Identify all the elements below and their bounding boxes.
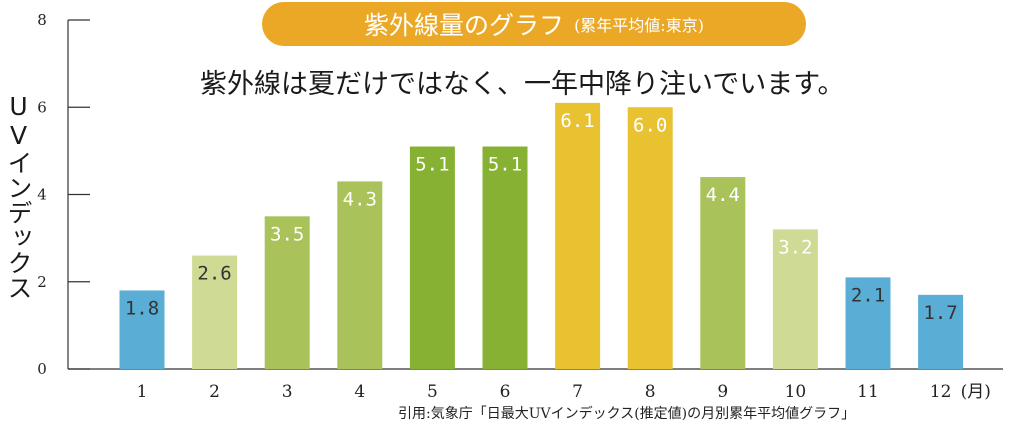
chart-subtitle: 紫外線は夏だけではなく、一年中降り注いでいます。	[200, 69, 845, 100]
y-tick-label: 6	[37, 98, 47, 116]
chart-title-sub: (累年平均値:東京)	[574, 16, 704, 35]
bar-month-4	[337, 181, 383, 369]
bar-value-label: 5.1	[488, 154, 522, 176]
x-tick-label: 7	[572, 382, 583, 402]
x-tick-label: 10	[785, 382, 807, 402]
bar-value-label: 5.1	[415, 154, 449, 176]
bar-month-12	[918, 294, 964, 369]
bar-value-label: 3.5	[270, 223, 304, 245]
bar-month-7	[555, 102, 601, 369]
y-axis-label: UVインデックス	[4, 92, 33, 300]
bar-value-label: 4.3	[343, 188, 377, 210]
y-tick-label: 8	[37, 11, 47, 29]
bar-value-label: 3.2	[778, 236, 812, 258]
bar-month-6	[482, 146, 528, 369]
x-tick-label: 2	[209, 382, 220, 402]
x-tick-label: 9	[717, 382, 728, 402]
x-tick-labels: 1 2 3 4 5 6 7 8 9 10 11 12 (月)	[137, 382, 991, 402]
y-tick-label: 4	[37, 186, 47, 204]
y-tick-label: 0	[37, 360, 47, 378]
source-citation: 引用:気象庁「日最大UVインデックス(推定値)の月別累年平均値グラフ」	[398, 406, 856, 422]
y-tick-labels: 0 2 4 6 8	[37, 11, 90, 378]
bar-month-9	[700, 177, 746, 369]
bar-value-label: 2.6	[197, 263, 231, 285]
x-axis-unit: (月)	[961, 382, 991, 402]
bar-value-label: 1.7	[923, 302, 957, 324]
chart-title: 紫外線量のグラフ	[364, 11, 565, 40]
x-tick-label: 1	[137, 382, 148, 402]
bar-month-11	[845, 277, 891, 369]
bar-month-3	[264, 216, 310, 369]
x-tick-label: 5	[427, 382, 438, 402]
bar-value-label: 6.1	[560, 110, 594, 132]
y-tick-label: 2	[37, 273, 47, 291]
bar-value-label: 2.1	[851, 284, 885, 306]
x-tick-label: 6	[500, 382, 511, 402]
x-tick-label: 4	[354, 382, 365, 402]
bar-labels: 1.8 2.6 3.5 4.3 5.1 5.1 6.1 6.0 4.4 3.2 2.1 1.7	[125, 110, 958, 324]
bar-month-1	[119, 290, 165, 369]
bar-value-label: 6.0	[633, 114, 667, 136]
title-banner: 紫外線量のグラフ (累年平均値:東京)	[262, 2, 806, 46]
bar-value-label: 1.8	[125, 297, 159, 319]
bar-month-5	[409, 146, 455, 369]
bar-month-2	[192, 255, 238, 369]
bar-value-label: 4.4	[706, 184, 740, 206]
x-tick-label: 8	[645, 382, 656, 402]
bars	[119, 102, 964, 369]
bar-month-8	[627, 107, 673, 369]
x-tick-label: 12	[930, 382, 952, 402]
x-tick-label: 11	[857, 382, 879, 402]
bar-month-10	[772, 229, 818, 369]
x-tick-label: 3	[282, 382, 293, 402]
